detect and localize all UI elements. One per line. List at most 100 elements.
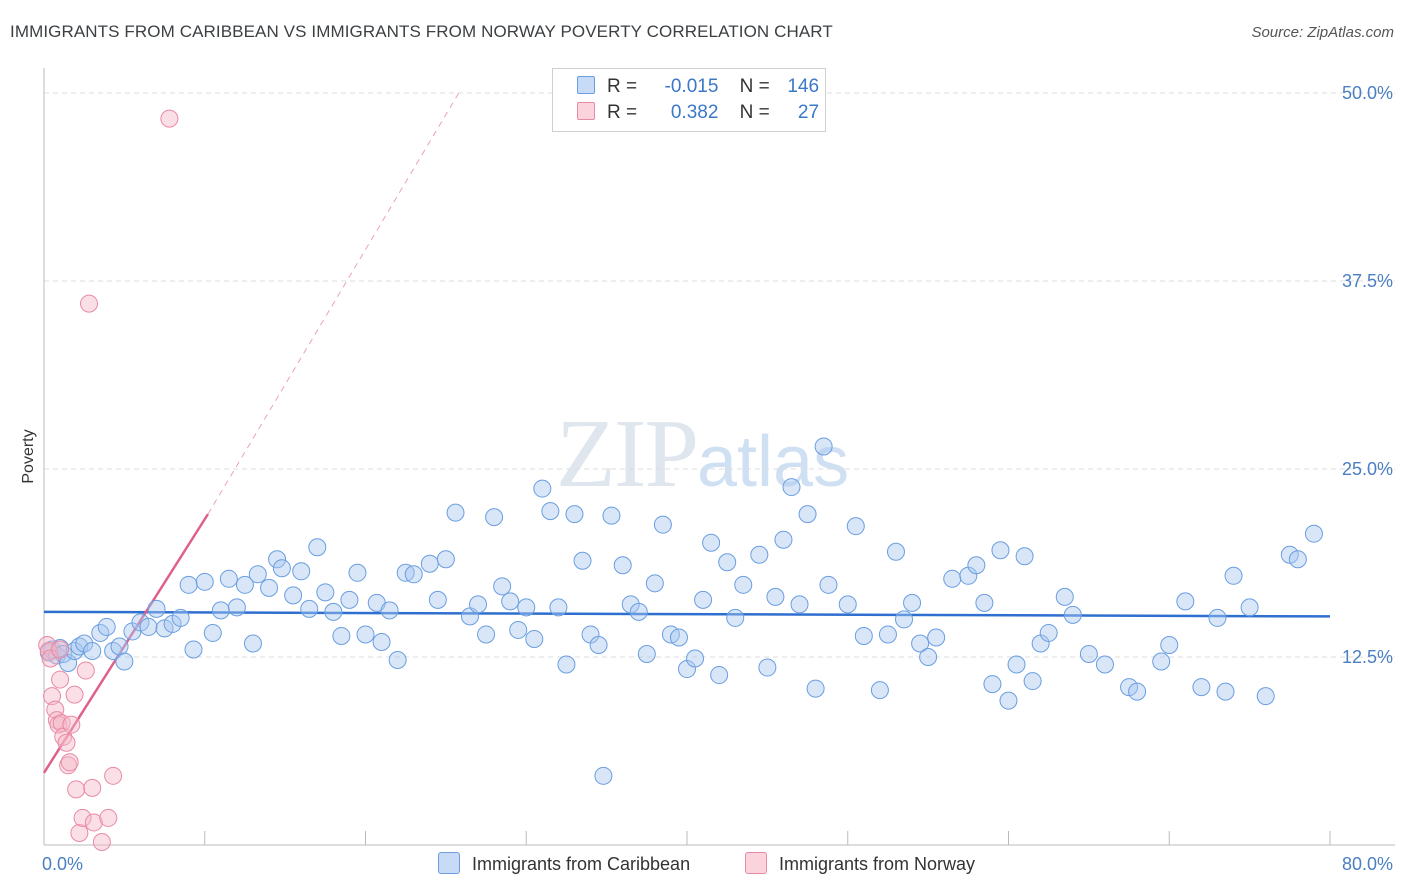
data-point bbox=[806, 679, 825, 698]
data-point bbox=[179, 575, 198, 594]
data-point bbox=[645, 574, 664, 593]
n-label: N = bbox=[739, 102, 770, 123]
data-point bbox=[1015, 547, 1034, 566]
data-point bbox=[509, 620, 528, 639]
norway-swatch bbox=[745, 852, 767, 874]
data-point bbox=[718, 553, 737, 572]
trend-line-norway bbox=[42, 513, 210, 774]
y-tick-label: 50.0% bbox=[1342, 83, 1393, 103]
data-point bbox=[1192, 678, 1211, 697]
data-point bbox=[469, 595, 488, 614]
r-value: -0.015 bbox=[664, 76, 719, 97]
data-point bbox=[110, 637, 129, 656]
data-point bbox=[517, 598, 536, 617]
data-point bbox=[340, 590, 359, 609]
data-point bbox=[316, 583, 335, 602]
series-caribbean bbox=[39, 437, 1323, 785]
data-point bbox=[1095, 655, 1114, 674]
data-point bbox=[726, 608, 745, 627]
data-point bbox=[1160, 635, 1179, 654]
data-point bbox=[41, 649, 60, 668]
data-point bbox=[248, 565, 267, 584]
x-tick-label: 0.0% bbox=[42, 854, 83, 874]
y-tick-label: 25.0% bbox=[1342, 459, 1393, 479]
data-point bbox=[380, 601, 399, 620]
data-point bbox=[104, 766, 123, 785]
trend-lines bbox=[42, 92, 1331, 774]
data-point bbox=[83, 641, 102, 660]
data-point bbox=[115, 652, 134, 671]
data-point bbox=[477, 625, 496, 644]
data-point bbox=[943, 569, 962, 588]
data-point bbox=[814, 437, 833, 456]
data-point bbox=[1007, 655, 1026, 674]
legend-item-norway[interactable]: Immigrants from Norway bbox=[745, 852, 975, 875]
data-point bbox=[260, 578, 279, 597]
data-point bbox=[227, 598, 246, 617]
data-point bbox=[52, 714, 71, 733]
data-point bbox=[911, 634, 930, 653]
data-point bbox=[710, 666, 729, 685]
data-points bbox=[38, 109, 1323, 851]
legend-label: Immigrants from Caribbean bbox=[472, 854, 691, 874]
data-point bbox=[870, 681, 889, 700]
data-point bbox=[903, 593, 922, 612]
data-point bbox=[324, 602, 343, 621]
data-point bbox=[991, 541, 1010, 560]
n-value: 27 bbox=[797, 102, 820, 123]
data-point bbox=[1152, 652, 1171, 671]
data-point bbox=[1039, 623, 1058, 642]
data-point bbox=[589, 635, 608, 654]
data-point bbox=[1128, 682, 1147, 701]
x-tick-label: 80.0% bbox=[1342, 854, 1393, 874]
data-point bbox=[927, 628, 946, 647]
data-point bbox=[1055, 587, 1074, 606]
data-point bbox=[104, 641, 123, 660]
n-value: 146 bbox=[787, 76, 820, 97]
data-point bbox=[602, 506, 621, 525]
data-point bbox=[420, 554, 439, 573]
data-point bbox=[436, 550, 455, 569]
trend-line-norway-extension bbox=[207, 92, 460, 515]
data-point bbox=[43, 687, 62, 706]
series-norway bbox=[38, 109, 179, 851]
data-point bbox=[39, 641, 58, 660]
data-point bbox=[1256, 687, 1275, 706]
data-point bbox=[404, 565, 423, 584]
data-point bbox=[73, 808, 92, 827]
data-point bbox=[967, 556, 986, 575]
data-point bbox=[76, 661, 95, 680]
data-point bbox=[594, 766, 613, 785]
n-label: N = bbox=[739, 76, 770, 97]
data-point bbox=[919, 648, 938, 667]
data-point bbox=[766, 587, 785, 606]
data-point bbox=[171, 608, 190, 627]
data-point bbox=[1023, 672, 1042, 691]
data-point bbox=[819, 575, 838, 594]
data-point bbox=[147, 599, 166, 618]
data-point bbox=[886, 542, 905, 561]
data-point bbox=[565, 505, 584, 524]
data-point bbox=[1304, 524, 1323, 543]
legend-item-caribbean[interactable]: Immigrants from Caribbean bbox=[438, 852, 690, 875]
data-point bbox=[669, 628, 688, 647]
data-point bbox=[878, 625, 897, 644]
axes bbox=[43, 68, 1395, 846]
data-point bbox=[629, 602, 648, 621]
data-point bbox=[557, 655, 576, 674]
source-label: Source: ZipAtlas.com bbox=[1251, 24, 1394, 41]
data-point bbox=[573, 551, 592, 570]
data-point bbox=[348, 563, 367, 582]
caribbean-swatch bbox=[577, 76, 595, 94]
data-point bbox=[1240, 598, 1259, 617]
data-point bbox=[356, 625, 375, 644]
data-point bbox=[300, 599, 319, 618]
data-point bbox=[67, 780, 86, 799]
data-point bbox=[60, 753, 79, 772]
data-point bbox=[59, 756, 78, 775]
data-point bbox=[1063, 605, 1082, 624]
data-point bbox=[211, 601, 230, 620]
r-label: R = bbox=[607, 102, 638, 123]
data-point bbox=[637, 645, 656, 664]
